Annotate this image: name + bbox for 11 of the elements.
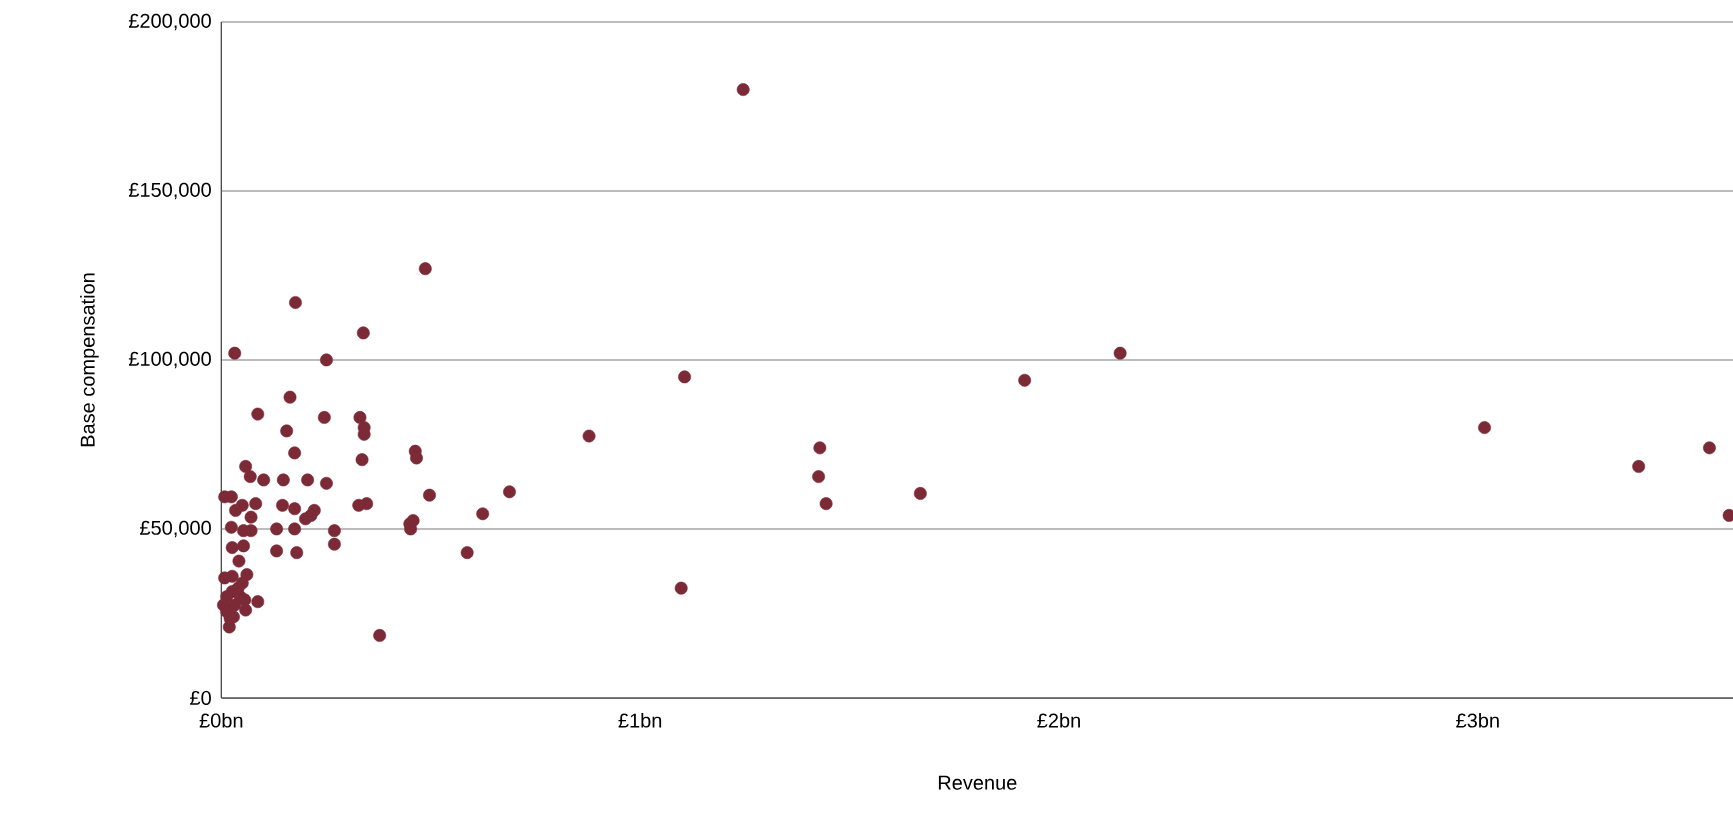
y-tick-label: £0 xyxy=(190,690,211,706)
y-axis-title: Base compensation xyxy=(80,273,99,447)
x-tick-label: £0bn xyxy=(199,712,243,728)
y-tick-label: £100,000 xyxy=(128,351,211,369)
x-tick-label: £3bn xyxy=(1456,712,1499,728)
x-tick-label: £1bn xyxy=(618,712,662,728)
y-tick-label: £50,000 xyxy=(140,520,211,538)
x-axis-title: Revenue xyxy=(938,775,1017,790)
y-tick-label: £200,000 xyxy=(128,13,211,31)
y-tick-label: £150,000 xyxy=(128,182,211,200)
x-tick-label: £2bn xyxy=(1037,712,1080,728)
